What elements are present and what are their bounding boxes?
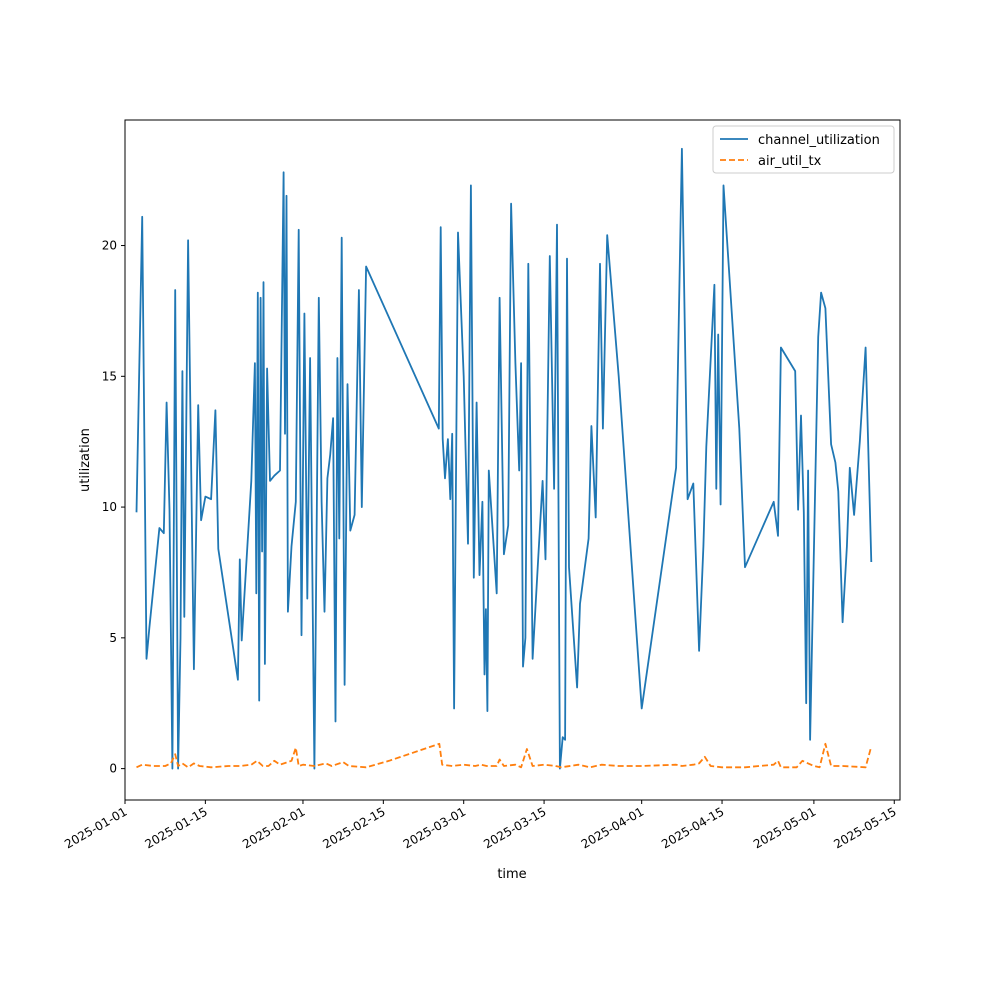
plot-frame xyxy=(124,119,901,801)
y-tick-label: 15 xyxy=(102,369,117,383)
series-line-air_util_tx xyxy=(136,742,873,769)
legend-label-channel_utilization: channel_utilization xyxy=(758,133,880,148)
series-layer xyxy=(135,147,873,770)
y-tick-label: 0 xyxy=(109,762,117,776)
y-tick-label: 10 xyxy=(102,500,117,514)
y-axis-label: utilization xyxy=(78,428,93,492)
legend-label-air_util_tx: air_util_tx xyxy=(758,154,822,169)
legend: channel_utilization air_util_tx xyxy=(712,125,895,174)
legend-box xyxy=(712,125,895,174)
y-tick-label: 5 xyxy=(109,631,117,645)
y-axis: 0 5 10 15 20 xyxy=(102,239,125,776)
x-axis-label: time xyxy=(497,867,526,882)
series-line-channel_utilization xyxy=(135,147,873,770)
y-tick-label: 20 xyxy=(102,239,117,253)
